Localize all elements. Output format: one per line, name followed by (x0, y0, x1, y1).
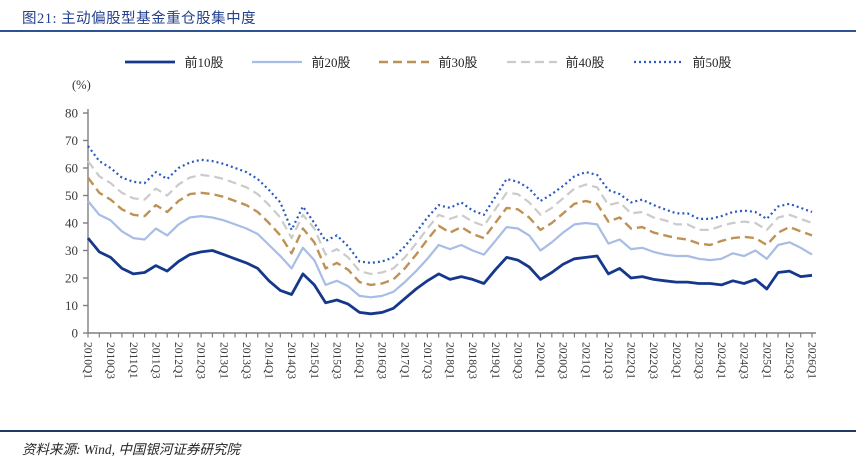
x-tick-label: 2022Q1 (625, 342, 637, 379)
y-tick-label: 50 (65, 188, 78, 203)
figure-title: 图21: 主动偏股型基金重仓股集中度 (22, 11, 257, 27)
y-tick-label: 70 (65, 133, 78, 148)
x-tick-label: 2024Q1 (715, 342, 727, 379)
legend-label-top40: 前40股 (565, 55, 605, 70)
concentration-line-chart: 0 10 20 30 40 50 60 70 80 2010Q1 2010Q3 2011Q1 2011Q… (65, 106, 818, 380)
x-tick-label: 2011Q3 (149, 342, 161, 379)
legend-line-top50-icon (633, 60, 684, 63)
legend-label-top50: 前50股 (692, 55, 732, 70)
x-tick-label: 2010Q3 (104, 342, 116, 379)
y-tick-label: 0 (72, 326, 79, 341)
y-tick-label: 40 (65, 216, 78, 231)
y-axis: 0 10 20 30 40 50 60 70 80 (65, 106, 89, 341)
x-tick-label: 2020Q1 (534, 342, 546, 379)
x-tick-label: 2025Q3 (783, 342, 795, 379)
footer-divider (0, 430, 856, 432)
legend-line-top40-icon (506, 60, 557, 63)
legend-label-top10: 前10股 (184, 55, 224, 70)
y-tick-label: 20 (65, 271, 78, 286)
legend-line-top20-icon (252, 60, 303, 63)
legend-label-top30: 前30股 (438, 55, 478, 70)
x-tick-label: 2023Q3 (692, 342, 704, 379)
x-tick-label: 2021Q1 (579, 342, 591, 379)
x-tick-label: 2013Q3 (240, 342, 252, 379)
legend-item-top10: 前10股 (124, 52, 223, 71)
x-tick-label: 2022Q3 (647, 342, 659, 379)
x-tick-label: 2013Q1 (217, 342, 229, 379)
legend-label-top20: 前20股 (311, 55, 351, 70)
x-tick-label: 2018Q3 (466, 342, 478, 379)
legend-item-top30: 前30股 (378, 52, 478, 71)
x-tick-label: 2025Q1 (760, 342, 772, 379)
x-tick-label: 2023Q1 (670, 342, 682, 379)
x-tick-label: 2012Q1 (172, 342, 184, 379)
x-tick-label: 2019Q1 (489, 342, 501, 379)
series-line-top20 (87, 200, 813, 299)
series-line-top30 (87, 176, 813, 287)
x-tick-label: 2016Q3 (376, 342, 388, 379)
x-tick-label: 2018Q1 (444, 342, 456, 379)
source-note: 资料来源: Wind, 中国银河证券研究院 (22, 442, 240, 457)
legend-item-top20: 前20股 (251, 52, 350, 71)
legend-line-top10-icon (125, 60, 176, 63)
x-tick-label: 2014Q3 (285, 342, 297, 379)
chart-legend: 前10股 前20股 前30股 前40股 前50股 (0, 52, 856, 71)
y-tick-label: 60 (65, 161, 78, 176)
series-line-top40 (87, 160, 813, 275)
y-axis-unit-label: (%) (72, 78, 91, 92)
x-tick-label: 2014Q1 (263, 342, 275, 379)
legend-item-top50: 前50股 (633, 52, 732, 71)
x-tick-label: 2012Q3 (195, 342, 207, 379)
x-tick-label: 2026Q1 (806, 342, 818, 379)
y-tick-label: 10 (65, 298, 78, 313)
series-line-top10 (86, 237, 813, 316)
y-tick-label: 80 (65, 106, 78, 121)
series-line-top50 (87, 145, 813, 264)
legend-line-top30-icon (379, 60, 430, 63)
x-tick-label: 2017Q3 (421, 342, 433, 379)
x-tick-label: 2020Q3 (557, 342, 569, 379)
x-axis: 2010Q1 2010Q3 2011Q1 2011Q3 2012Q1 2012Q3 2013… (82, 332, 818, 379)
x-tick-label: 2019Q3 (511, 342, 523, 379)
x-tick-label: 2010Q1 (82, 342, 94, 379)
title-divider (0, 30, 856, 32)
x-tick-label: 2017Q1 (398, 342, 410, 379)
y-tick-label: 30 (65, 243, 78, 258)
legend-item-top40: 前40股 (506, 52, 605, 71)
x-tick-label: 2021Q3 (602, 342, 614, 379)
x-tick-label: 2016Q1 (353, 342, 365, 379)
x-tick-label: 2024Q3 (738, 342, 750, 379)
x-tick-label: 2015Q1 (308, 342, 320, 379)
x-tick-label: 2011Q1 (127, 342, 139, 379)
x-tick-label: 2015Q3 (330, 342, 342, 379)
